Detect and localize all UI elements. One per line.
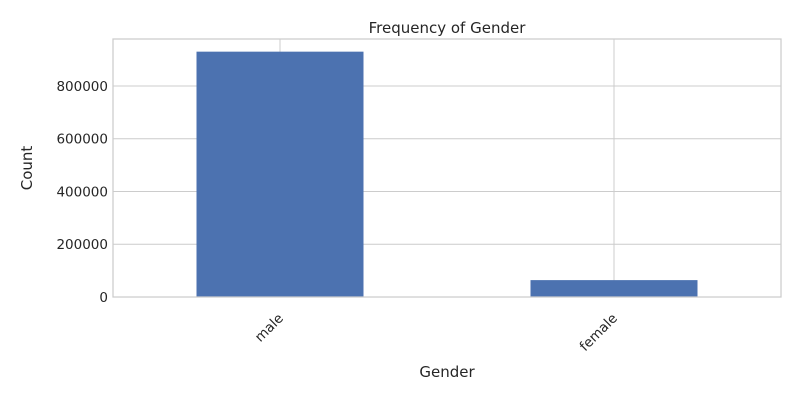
bar-female [530, 280, 698, 297]
y-tick-label: 0 [99, 290, 108, 306]
x-axis-label: Gender [419, 363, 475, 381]
y-tick-label: 200000 [56, 237, 108, 253]
x-tick-label: male [252, 311, 287, 346]
x-tick-label: female [577, 311, 621, 355]
y-axis-label: Count [18, 146, 36, 191]
chart-title: Frequency of Gender [369, 19, 527, 37]
bars-layer [196, 51, 698, 298]
y-tick-label: 400000 [56, 184, 108, 200]
bar-male [196, 51, 364, 298]
y-tick-label: 800000 [56, 79, 108, 95]
y-tick-label: 600000 [56, 132, 108, 148]
plot-frame [112, 38, 782, 298]
